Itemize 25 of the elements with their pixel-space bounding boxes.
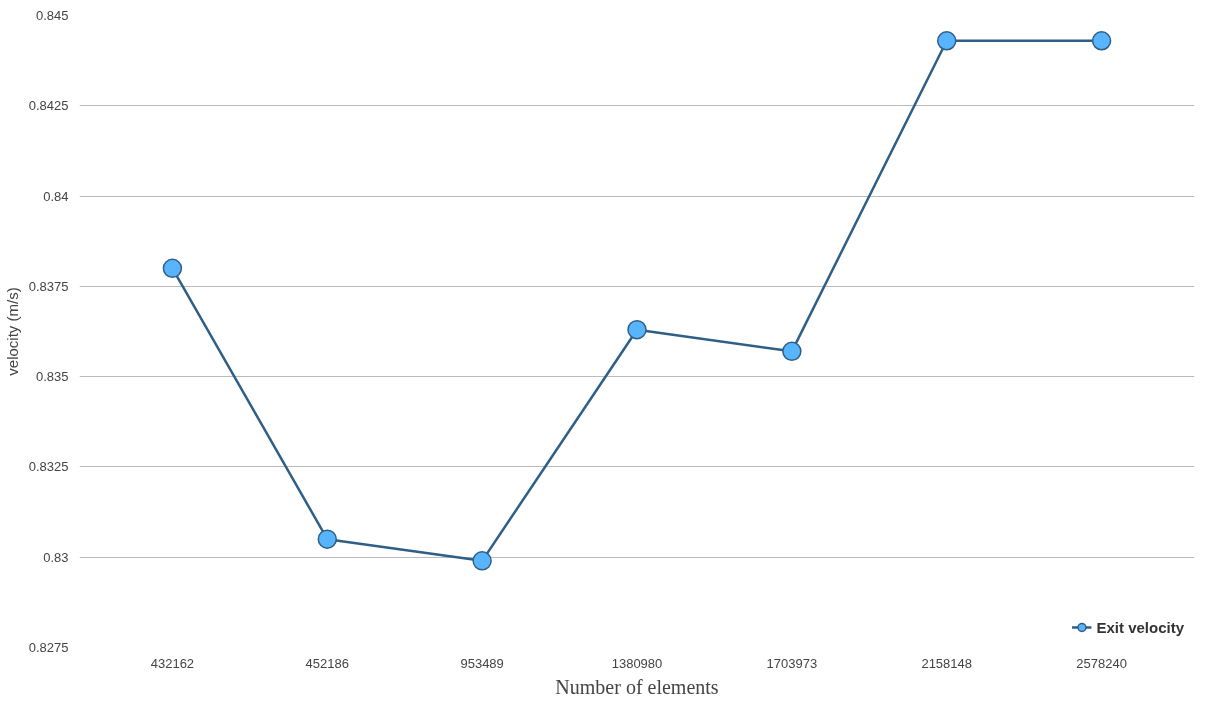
legend-label: Exit velocity: [1096, 618, 1184, 636]
x-tick-label: 1380980: [611, 655, 663, 671]
y-tick-label: 0.8375: [28, 278, 69, 294]
point: [936, 31, 957, 51]
point: [1091, 31, 1112, 51]
y-tick-label: 0.8325: [28, 459, 69, 475]
y-tick-label: 0.835: [35, 369, 69, 385]
point: [627, 319, 647, 340]
y-tick-label: 0.8275: [28, 640, 69, 655]
point: [782, 341, 802, 362]
x-tick-label: 432162: [150, 655, 195, 671]
x-tick-label: 2578240: [1076, 655, 1127, 671]
y-tick-label: 0.83: [43, 549, 69, 565]
x-axis-title: Number of elements: [555, 675, 719, 698]
y-tick-label: 0.845: [35, 8, 69, 23]
x-tick-label: 953489: [460, 655, 504, 671]
x-tick-label: 2158148: [921, 655, 973, 671]
y-tick-label: 0.8425: [28, 98, 69, 114]
point: [472, 551, 492, 571]
point: [162, 258, 183, 279]
x-tick-label: 1703973: [766, 655, 818, 671]
x-tick-label: 452186: [305, 655, 349, 671]
y-axis-title: velocity (m/s): [3, 287, 21, 376]
y-tick-label: 0.84: [43, 188, 69, 204]
point: [317, 529, 338, 549]
